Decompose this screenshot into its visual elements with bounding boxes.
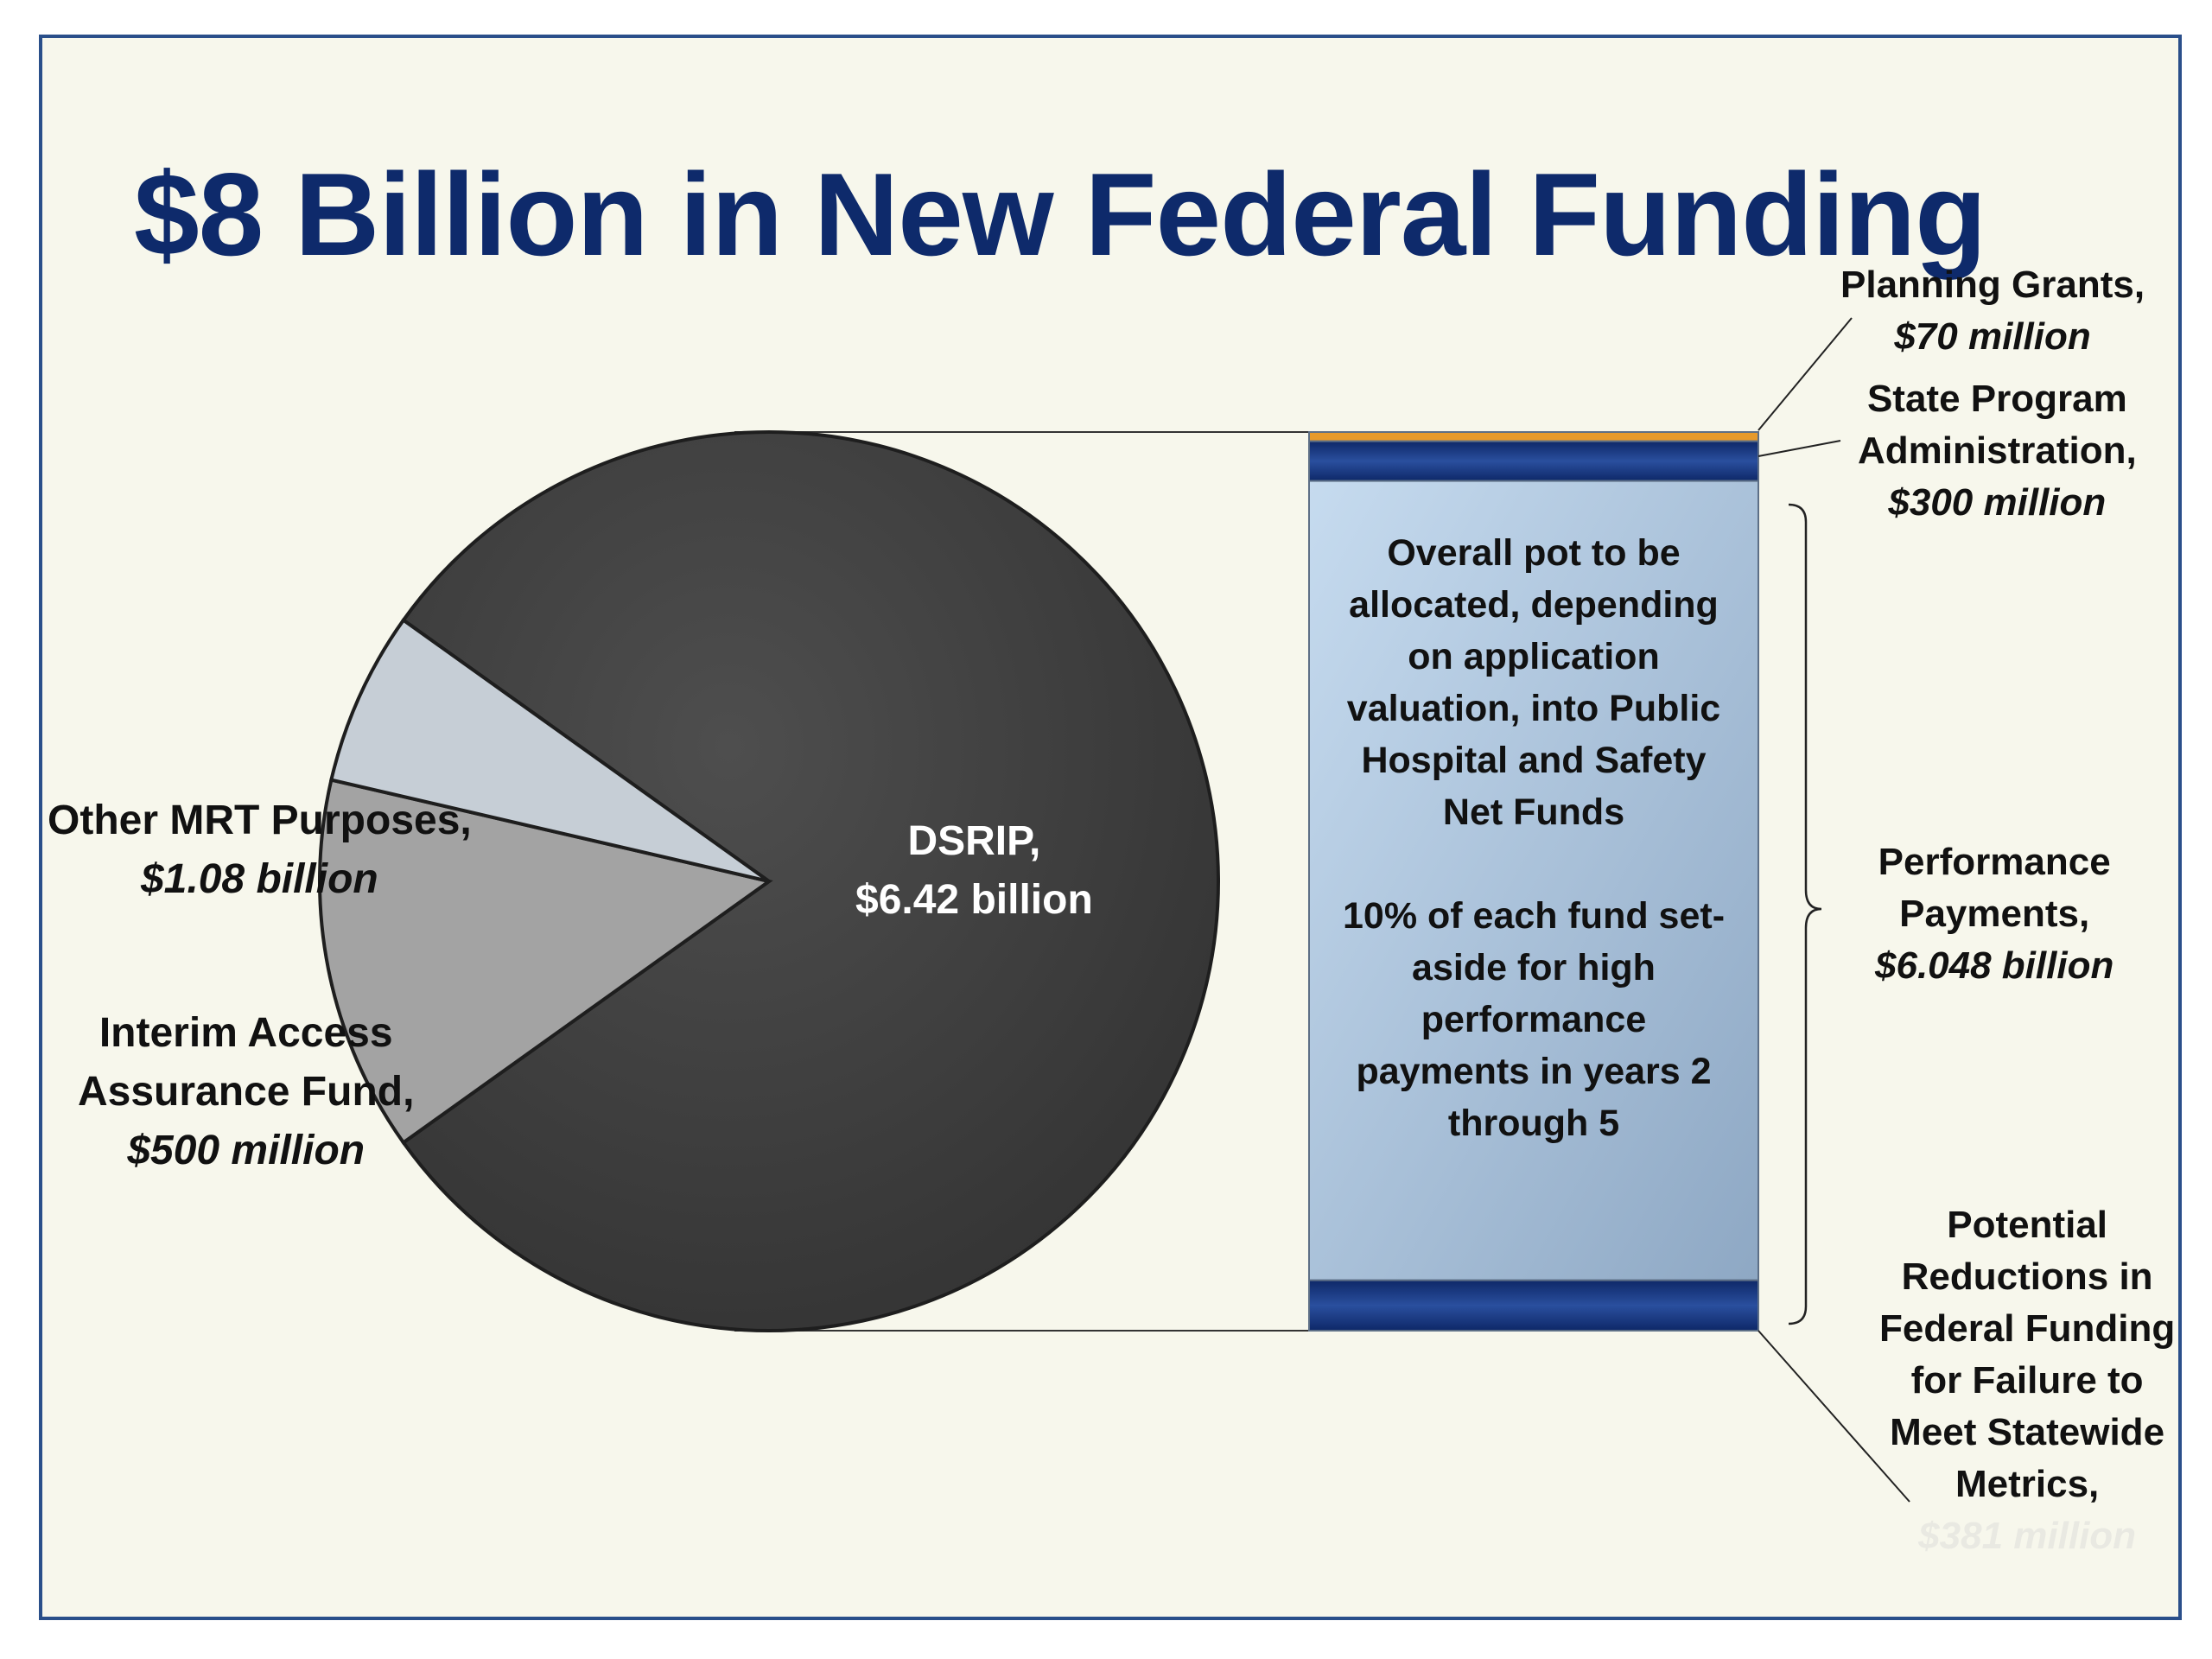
- bar-segment-reductions: [1308, 1279, 1759, 1332]
- state-admin-label: State Program Administration, $300 milli…: [1858, 378, 2137, 524]
- pie-chart: [318, 430, 1221, 1332]
- slice-other-mrt: [318, 778, 773, 1146]
- dsrip-label: DSRIP, $6.42 billion: [855, 818, 1093, 923]
- slice-dsrip: [401, 430, 1221, 1332]
- performance-box-text: Overall pot to be allocated, depending o…: [1309, 527, 1758, 1149]
- bar-segment-state-admin: [1308, 440, 1759, 482]
- other-mrt-label: Other MRT Purposes, $1.08 billion: [48, 798, 472, 902]
- performance-brace: [1788, 503, 1822, 1325]
- box-paragraph-2: 10% of each fund set- aside for high per…: [1342, 895, 1726, 1144]
- slice-interim-access: [328, 617, 771, 883]
- bar-segment-performance-payments: [1308, 480, 1759, 1281]
- planning-grants-label: Planning Grants, $70 million: [1840, 264, 2145, 358]
- stacked-bar: [1308, 431, 1759, 1332]
- box-paragraph-1: Overall pot to be allocated, depending o…: [1346, 532, 1721, 833]
- performance-payments-label: Performance Payments, $6.048 billion: [1875, 841, 2114, 987]
- reductions-label: Potential Reductions in Federal Funding …: [1879, 1204, 2176, 1557]
- leader-planning-grants: [1758, 317, 1853, 431]
- leader-state-admin: [1758, 440, 1841, 457]
- interim-access-label: Interim Access Assurance Fund, $500 mill…: [78, 1010, 415, 1173]
- page-title: $8 Billion in New Federal Funding: [134, 149, 1986, 280]
- bar-segment-planning-grants: [1308, 431, 1759, 442]
- leader-reductions: [1758, 1330, 1910, 1503]
